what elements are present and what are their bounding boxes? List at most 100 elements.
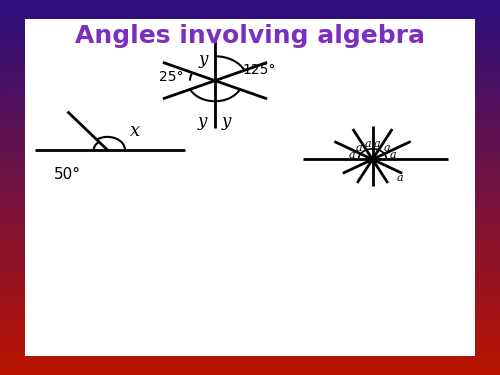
Bar: [0, 159, 500, 161]
Bar: [0, 90, 500, 92]
Bar: [0, 122, 500, 124]
Bar: [0, 41, 500, 43]
Bar: [0, 308, 500, 309]
Text: y: y: [222, 112, 230, 129]
Bar: [0, 99, 500, 101]
Bar: [0, 148, 500, 150]
Bar: [0, 253, 500, 255]
Bar: [0, 96, 500, 98]
Bar: [0, 71, 500, 73]
Bar: [0, 296, 500, 298]
Bar: [0, 343, 500, 345]
Bar: [0, 352, 500, 354]
Bar: [0, 274, 500, 276]
Bar: [0, 300, 500, 302]
Bar: [0, 351, 500, 352]
Bar: [0, 22, 500, 24]
Bar: [0, 17, 500, 19]
Bar: [0, 294, 500, 296]
Bar: [0, 206, 500, 208]
Bar: [0, 262, 500, 264]
Bar: [0, 217, 500, 219]
Bar: [0, 279, 500, 281]
Bar: [0, 356, 500, 358]
Bar: [0, 225, 500, 227]
Bar: [0, 118, 500, 120]
Bar: [0, 94, 500, 96]
Bar: [0, 13, 500, 15]
Text: y: y: [198, 51, 207, 69]
Bar: [0, 54, 500, 56]
Bar: [0, 193, 500, 195]
Bar: [0, 21, 500, 22]
Bar: [0, 306, 500, 308]
Bar: [0, 339, 500, 341]
Bar: [0, 120, 500, 122]
Bar: [0, 178, 500, 180]
Bar: [0, 244, 500, 246]
Bar: [0, 319, 500, 321]
Bar: [0, 111, 500, 112]
Bar: [0, 77, 500, 79]
Bar: [0, 79, 500, 81]
Bar: [0, 9, 500, 11]
Bar: [0, 358, 500, 360]
Bar: [0, 2, 500, 4]
Bar: [0, 242, 500, 244]
Bar: [0, 287, 500, 289]
Bar: [0, 259, 500, 261]
Text: 25°: 25°: [160, 70, 184, 84]
Bar: [0, 304, 500, 306]
Bar: [0, 156, 500, 158]
Bar: [0, 82, 500, 84]
Bar: [0, 347, 500, 349]
Bar: [0, 154, 500, 156]
Bar: [0, 251, 500, 253]
Bar: [0, 101, 500, 103]
Bar: [0, 202, 500, 204]
Bar: [0, 328, 500, 330]
Bar: [0, 369, 500, 371]
Bar: [0, 176, 500, 178]
Bar: [0, 92, 500, 94]
Bar: [0, 276, 500, 278]
Bar: [0, 195, 500, 197]
Bar: [0, 47, 500, 49]
Bar: [0, 51, 500, 52]
Bar: [0, 135, 500, 137]
Bar: [0, 371, 500, 373]
Bar: [0, 60, 500, 62]
Bar: [0, 45, 500, 47]
Bar: [0, 129, 500, 131]
Bar: [0, 116, 500, 118]
Bar: [0, 221, 500, 223]
Bar: [0, 298, 500, 300]
Bar: [0, 133, 500, 135]
Bar: [0, 317, 500, 319]
Bar: [0, 354, 500, 356]
Bar: [0, 278, 500, 279]
Bar: [0, 131, 500, 133]
Bar: [0, 204, 500, 206]
Bar: [0, 188, 500, 189]
Text: x: x: [130, 122, 140, 140]
Bar: [0, 171, 500, 172]
Bar: [0, 86, 500, 88]
Bar: [0, 255, 500, 257]
Bar: [0, 152, 500, 154]
Bar: [0, 6, 500, 8]
Bar: [0, 98, 500, 99]
Bar: [0, 216, 500, 217]
Bar: [0, 189, 500, 191]
Bar: [0, 38, 500, 39]
Bar: [0, 373, 500, 375]
Bar: [0, 291, 500, 292]
Bar: [0, 313, 500, 315]
Bar: [0, 114, 500, 116]
Bar: [0, 201, 500, 202]
Bar: [0, 197, 500, 199]
Bar: [0, 266, 500, 268]
Bar: [0, 368, 500, 369]
Bar: [0, 232, 500, 234]
Bar: [0, 231, 500, 232]
